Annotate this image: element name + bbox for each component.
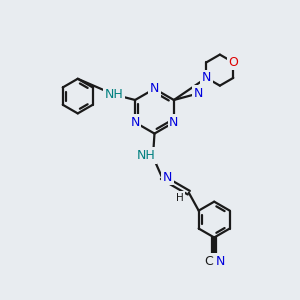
- Text: O: O: [228, 56, 238, 69]
- Text: N: N: [194, 87, 203, 100]
- Text: NH: NH: [105, 88, 124, 101]
- Text: NH: NH: [137, 149, 156, 162]
- Text: N: N: [163, 171, 172, 184]
- Text: N: N: [202, 71, 211, 84]
- Text: C: C: [205, 255, 213, 268]
- Text: N: N: [150, 82, 159, 95]
- Text: N: N: [130, 116, 140, 129]
- Text: N: N: [169, 116, 178, 129]
- Text: H: H: [176, 193, 184, 203]
- Text: N: N: [216, 255, 226, 268]
